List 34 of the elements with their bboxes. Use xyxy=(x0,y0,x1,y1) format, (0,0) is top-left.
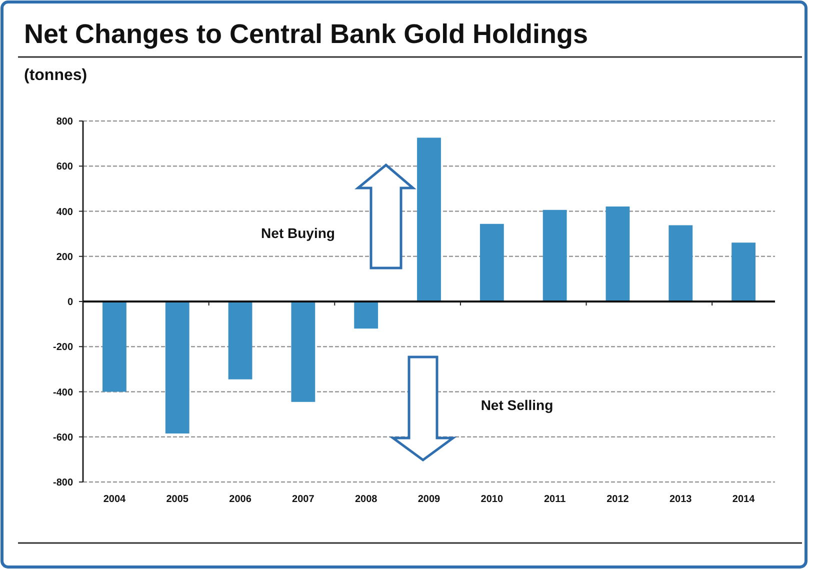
bar xyxy=(102,302,126,392)
x-tick-label: 2008 xyxy=(354,494,378,505)
annotation: Net Selling xyxy=(480,397,554,413)
bar xyxy=(542,210,567,302)
x-tick-label: 2004 xyxy=(103,494,126,505)
x-tick-label: 2010 xyxy=(480,494,504,505)
y-tick-label: 800 xyxy=(56,116,74,128)
x-tick-label: 2013 xyxy=(670,494,692,505)
x-tick-label: 2005 xyxy=(166,494,189,505)
bar xyxy=(732,242,756,302)
x-tick-label: 2012 xyxy=(606,494,630,505)
bar xyxy=(228,302,252,380)
bar xyxy=(668,225,693,302)
x-tick-label: 2006 xyxy=(229,494,252,505)
bar xyxy=(165,302,190,434)
x-tick-label: 2011 xyxy=(544,494,566,505)
y-tick-label: 600 xyxy=(56,162,74,173)
bar xyxy=(480,224,504,302)
y-tick-label: -800 xyxy=(52,478,74,488)
y-tick-label: 200 xyxy=(56,252,74,263)
x-tick-label: 2007 xyxy=(292,494,315,505)
y-tick-label: -400 xyxy=(52,387,74,398)
bar xyxy=(606,206,630,302)
bar xyxy=(354,302,378,329)
bar xyxy=(291,302,316,402)
chart-title: Net Changes to Central Bank Gold Holdings xyxy=(24,19,588,49)
y-tick-label: -600 xyxy=(52,432,74,444)
annotation: Net Buying xyxy=(261,225,335,241)
y-tick-label: 400 xyxy=(56,206,74,218)
y-axis-title: (tonnes) xyxy=(24,67,88,84)
x-tick-label: 2014 xyxy=(732,494,756,505)
y-tick-label: 0 xyxy=(67,297,74,308)
x-tick-label: 2009 xyxy=(418,494,441,505)
y-tick-label: -200 xyxy=(52,342,74,354)
